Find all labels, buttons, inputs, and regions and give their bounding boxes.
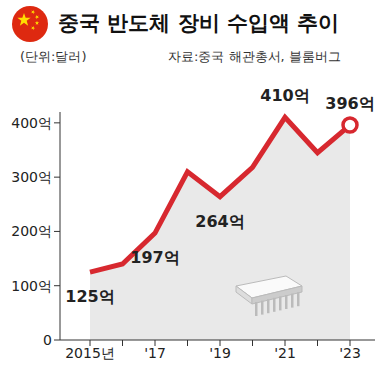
html-text:(단위:달러): (단위:달러) [20, 49, 87, 64]
svg-text:2015년: 2015년 [65, 345, 115, 361]
svg-text:410억: 410억 [260, 86, 309, 105]
svg-text:0: 0 [43, 332, 52, 348]
svg-text:'17: '17 [144, 345, 166, 361]
svg-text:200억: 200억 [11, 223, 52, 239]
svg-text:'21: '21 [274, 345, 296, 361]
svg-text:197억: 197억 [130, 248, 179, 267]
svg-text:'23: '23 [339, 345, 361, 361]
svg-text:300억: 300억 [11, 169, 52, 185]
svg-text:100억: 100억 [11, 278, 52, 294]
svg-text:400억: 400억 [11, 115, 52, 131]
svg-text:264억: 264억 [195, 212, 244, 231]
svg-text:'19: '19 [209, 345, 231, 361]
svg-text:396억: 396억 [325, 94, 374, 113]
html-text:중국 반도체 장비 수입액 추이: 중국 반도체 장비 수입액 추이 [58, 11, 340, 35]
svg-text:125억: 125억 [65, 287, 114, 306]
html-text:자료:중국 해관총서, 블룸버그: 자료:중국 해관총서, 블룸버그 [168, 49, 341, 64]
